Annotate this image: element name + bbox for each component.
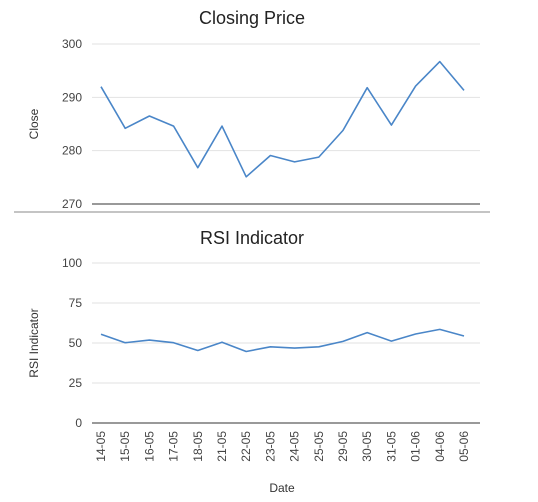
x-tick-label: 31-05 [384, 431, 398, 462]
x-tick-label: 22-05 [239, 431, 253, 462]
rsi-y-tick-label: 75 [69, 296, 83, 310]
rsi-y-tick-label: 25 [69, 376, 83, 390]
x-tick-label: 14-05 [94, 431, 108, 462]
rsi-y-axis-label: RSI Indicator [27, 308, 41, 377]
close-y-tick-label: 300 [62, 37, 82, 51]
close-series-line [100, 60, 465, 178]
x-tick-label: 01-06 [409, 431, 423, 462]
x-tick-label: 17-05 [167, 431, 181, 462]
x-tick-label: 21-05 [215, 431, 229, 462]
x-tick-label: 30-05 [360, 431, 374, 462]
x-tick-label: 04-06 [433, 431, 447, 462]
rsi-y-tick-label: 0 [75, 416, 82, 430]
close-y-tick-label: 280 [62, 144, 82, 158]
rsi-indicator-panel: RSI Indicator RSI Indicator Date 0 25 50 75… [27, 228, 480, 495]
close-y-tick-label: 290 [62, 90, 82, 104]
x-tick-label: 25-05 [312, 431, 326, 462]
rsi-series-line [100, 328, 465, 353]
x-tick-label: 15-05 [118, 431, 132, 462]
close-y-tick-label: 270 [62, 197, 82, 211]
x-tick-label: 29-05 [336, 431, 350, 462]
x-tick-label: 05-06 [457, 431, 471, 462]
rsi-indicator-title: RSI Indicator [200, 228, 304, 248]
closing-price-title: Closing Price [199, 8, 305, 28]
date-x-axis-label: Date [269, 481, 295, 495]
rsi-y-tick-label: 100 [62, 256, 82, 270]
x-tick-label: 16-05 [142, 431, 156, 462]
rsi-y-tick-label: 50 [69, 336, 83, 350]
x-tick-label: 18-05 [191, 431, 205, 462]
closing-price-panel: Closing Price Close 270 280 290 300 [27, 8, 480, 211]
x-tick-label: 24-05 [288, 431, 302, 462]
x-tick-label: 23-05 [263, 431, 277, 462]
close-y-axis-label: Close [27, 108, 41, 139]
